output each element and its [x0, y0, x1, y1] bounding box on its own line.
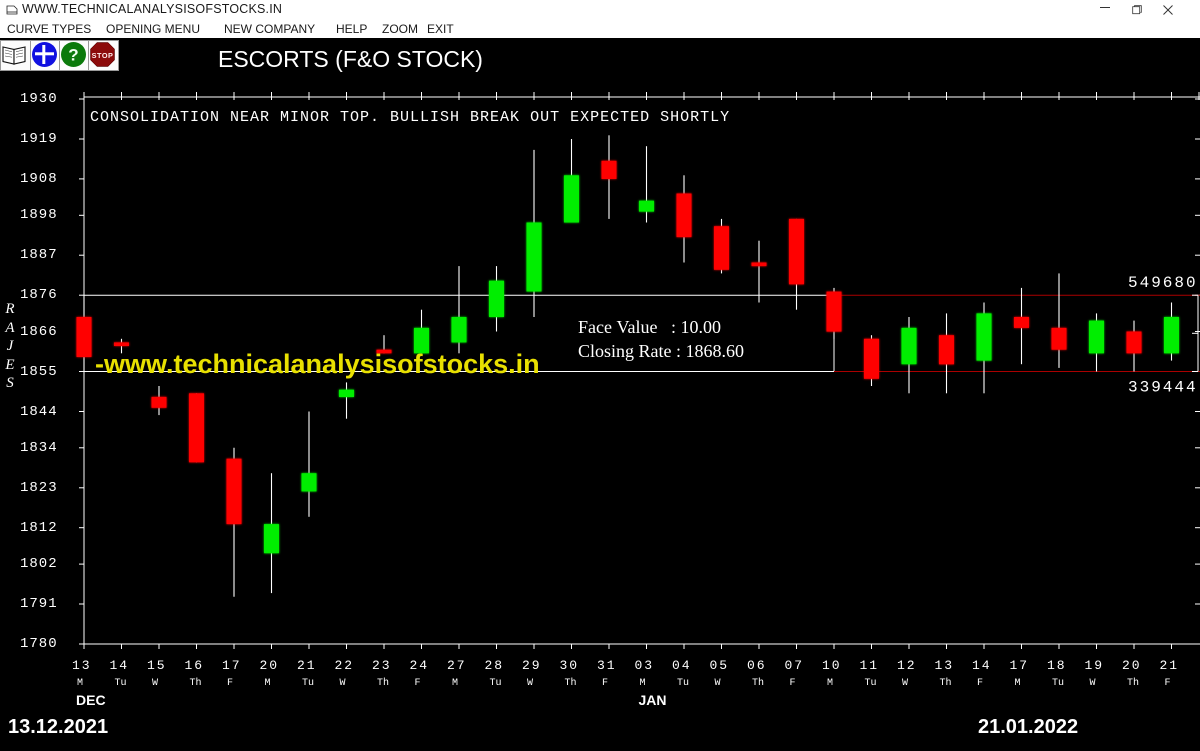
svg-text:339444: 339444: [1128, 379, 1198, 397]
svg-text:CONSOLIDATION NEAR MINOR TOP.: CONSOLIDATION NEAR MINOR TOP. BULLISH BR…: [90, 109, 730, 126]
svg-text:549680: 549680: [1128, 274, 1198, 292]
